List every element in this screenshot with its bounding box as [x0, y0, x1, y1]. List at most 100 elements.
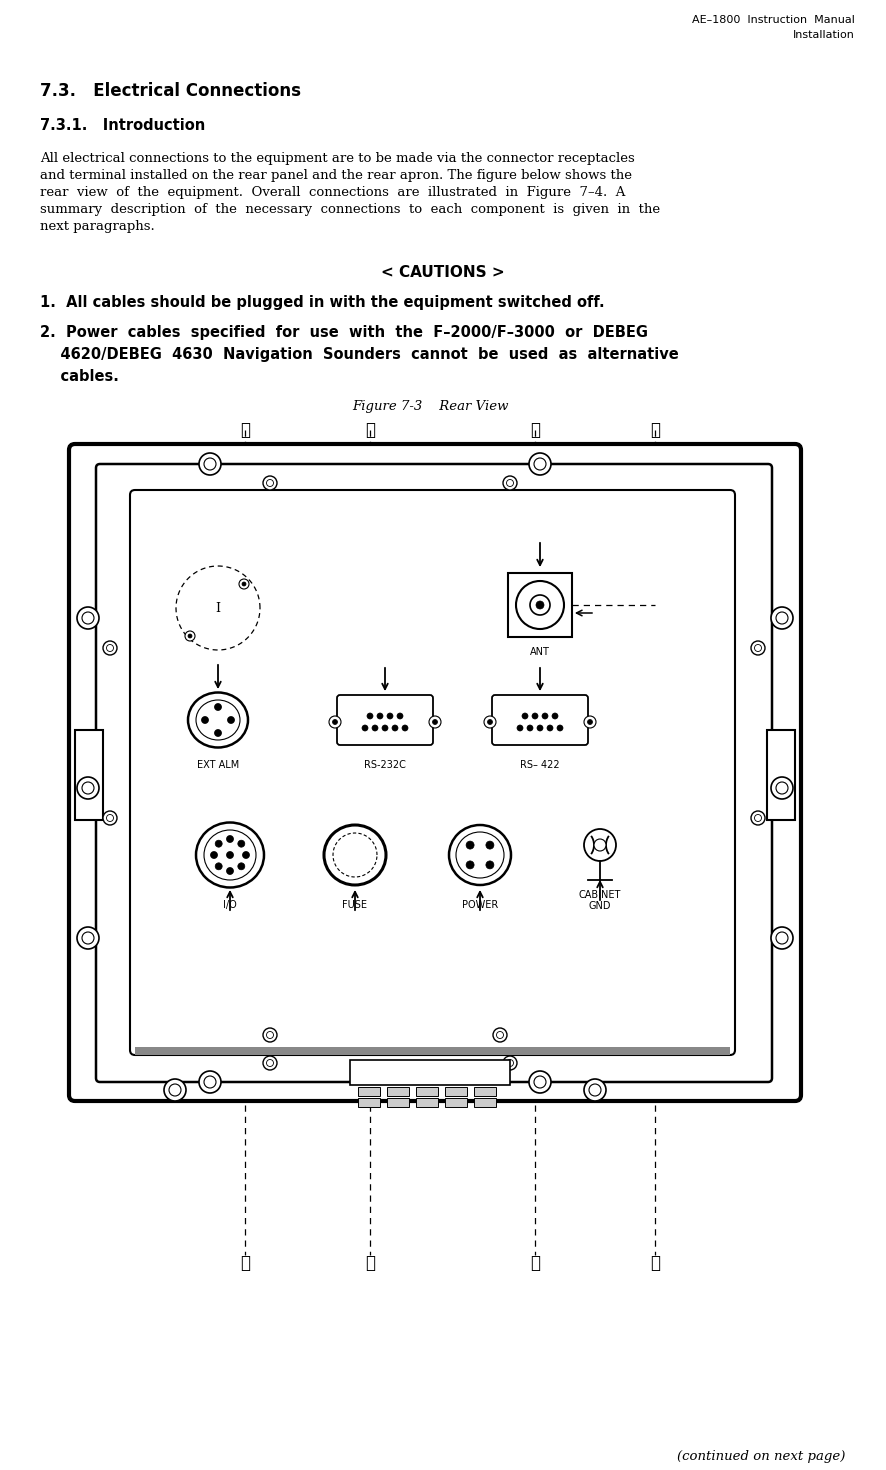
- Circle shape: [164, 1079, 186, 1101]
- Circle shape: [770, 607, 792, 629]
- Text: ②: ②: [649, 1255, 659, 1272]
- Circle shape: [263, 1055, 276, 1070]
- Circle shape: [361, 725, 368, 731]
- Text: FUSE: FUSE: [342, 900, 367, 910]
- Text: Figure 7-3    Rear View: Figure 7-3 Rear View: [352, 400, 508, 413]
- Circle shape: [103, 641, 117, 656]
- Bar: [416, 1086, 438, 1097]
- Text: ⑦: ⑦: [240, 1255, 250, 1272]
- Text: ③: ③: [364, 1255, 375, 1272]
- Circle shape: [465, 841, 473, 850]
- Text: ①: ①: [530, 1255, 540, 1272]
- Circle shape: [506, 479, 513, 487]
- Circle shape: [533, 1076, 546, 1088]
- Circle shape: [541, 713, 548, 719]
- Circle shape: [266, 1032, 273, 1038]
- Bar: [416, 1098, 438, 1107]
- Circle shape: [188, 634, 191, 638]
- Text: I: I: [215, 601, 221, 614]
- Text: cables.: cables.: [40, 369, 119, 384]
- Circle shape: [775, 932, 787, 944]
- FancyBboxPatch shape: [337, 695, 432, 745]
- Bar: [473, 1098, 495, 1107]
- Circle shape: [587, 719, 592, 725]
- Circle shape: [103, 811, 117, 825]
- Circle shape: [429, 716, 440, 728]
- Circle shape: [227, 716, 234, 723]
- Circle shape: [214, 704, 222, 710]
- Circle shape: [502, 1055, 517, 1070]
- Circle shape: [583, 1079, 605, 1101]
- Circle shape: [198, 1072, 221, 1094]
- Text: CABINET: CABINET: [579, 889, 620, 900]
- Bar: [445, 1086, 466, 1097]
- Circle shape: [551, 713, 557, 719]
- Circle shape: [770, 778, 792, 800]
- Circle shape: [266, 1060, 273, 1067]
- Bar: [358, 1098, 379, 1107]
- Ellipse shape: [196, 700, 240, 739]
- Text: 2.  Power  cables  specified  for  use  with  the  F–2000/F–3000  or  DEBEG: 2. Power cables specified for use with t…: [40, 325, 648, 340]
- Text: summary  description  of  the  necessary  connections  to  each  component  is  : summary description of the necessary con…: [40, 203, 659, 216]
- Circle shape: [332, 719, 337, 725]
- Circle shape: [401, 725, 408, 731]
- Text: 1.  All cables should be plugged in with the equipment switched off.: 1. All cables should be plugged in with …: [40, 295, 604, 310]
- Text: < CAUTIONS >: < CAUTIONS >: [381, 265, 504, 279]
- Circle shape: [77, 928, 99, 950]
- Circle shape: [487, 719, 492, 725]
- Text: I/O: I/O: [223, 900, 237, 910]
- Bar: [75, 731, 103, 820]
- Circle shape: [754, 814, 761, 822]
- Text: RS– 422: RS– 422: [519, 760, 559, 770]
- FancyBboxPatch shape: [69, 444, 800, 1101]
- Circle shape: [106, 814, 113, 822]
- Circle shape: [506, 1060, 513, 1067]
- Circle shape: [528, 1072, 550, 1094]
- Circle shape: [82, 612, 94, 623]
- Text: and terminal installed on the rear panel and the rear apron. The figure below sh: and terminal installed on the rear panel…: [40, 169, 632, 182]
- Circle shape: [367, 713, 373, 719]
- Circle shape: [432, 719, 437, 725]
- Circle shape: [775, 782, 787, 794]
- Text: ⑧: ⑧: [240, 422, 250, 440]
- Ellipse shape: [188, 692, 248, 748]
- Circle shape: [329, 716, 340, 728]
- Circle shape: [528, 453, 550, 475]
- Circle shape: [238, 579, 249, 589]
- Ellipse shape: [204, 831, 256, 881]
- Circle shape: [516, 581, 563, 629]
- Circle shape: [496, 1032, 503, 1038]
- Text: ⑤: ⑤: [649, 422, 659, 440]
- Circle shape: [486, 841, 494, 850]
- Circle shape: [397, 713, 402, 719]
- Circle shape: [583, 829, 615, 861]
- Text: POWER: POWER: [462, 900, 498, 910]
- Circle shape: [204, 1076, 216, 1088]
- Circle shape: [556, 725, 563, 731]
- Circle shape: [588, 1083, 601, 1097]
- Circle shape: [266, 479, 273, 487]
- Bar: [135, 1047, 729, 1055]
- Circle shape: [82, 932, 94, 944]
- Circle shape: [201, 716, 208, 723]
- Circle shape: [242, 851, 249, 858]
- Circle shape: [750, 811, 764, 825]
- Text: EXT ALM: EXT ALM: [197, 760, 239, 770]
- Circle shape: [502, 476, 517, 490]
- Text: RS-232C: RS-232C: [363, 760, 406, 770]
- Circle shape: [169, 1083, 181, 1097]
- FancyBboxPatch shape: [492, 695, 587, 745]
- Circle shape: [263, 476, 276, 490]
- Text: next paragraphs.: next paragraphs.: [40, 220, 154, 234]
- Circle shape: [754, 644, 761, 651]
- Circle shape: [517, 725, 523, 731]
- Circle shape: [242, 582, 245, 587]
- Circle shape: [226, 867, 233, 875]
- Bar: [508, 573, 571, 637]
- Circle shape: [532, 713, 538, 719]
- Bar: [358, 1086, 379, 1097]
- Circle shape: [386, 713, 392, 719]
- Ellipse shape: [323, 825, 385, 885]
- Circle shape: [82, 782, 94, 794]
- Ellipse shape: [448, 825, 510, 885]
